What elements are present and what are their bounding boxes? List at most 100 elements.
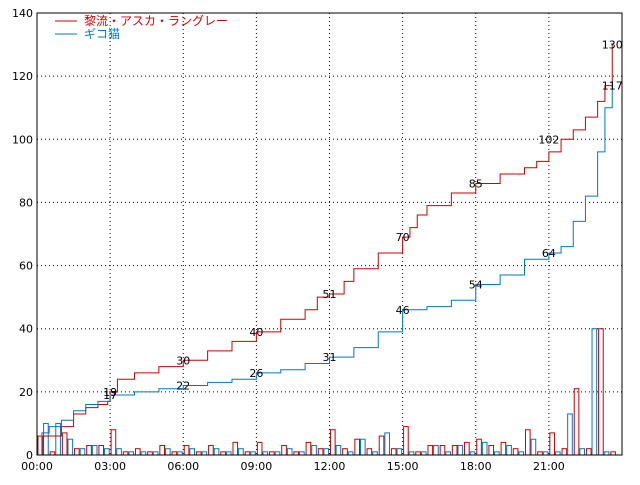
bar-series-0 <box>598 328 604 456</box>
bar-series-0 <box>451 445 458 456</box>
x-tick-label: 15:00 <box>387 460 419 473</box>
bar-series-1 <box>67 438 74 456</box>
bar-series-0 <box>524 429 531 456</box>
x-tick-label: 18:00 <box>460 460 492 473</box>
bar-series-0 <box>183 445 190 456</box>
bar-series-0 <box>256 441 263 456</box>
bar-series-0 <box>561 448 568 456</box>
bar-series-1 <box>335 445 342 456</box>
y-tick-label: 80 <box>19 196 33 209</box>
bar-series-1 <box>116 448 122 456</box>
bar-series-0 <box>476 438 482 456</box>
bar-series-1 <box>164 448 171 456</box>
y-tick-label: 20 <box>19 386 33 399</box>
bar-series-0 <box>549 432 555 456</box>
axes: 0 20 40 60 80 100 120 140 00:00 03:00 06:00 09:00 12… <box>12 7 623 473</box>
bar-series-0 <box>378 435 385 456</box>
bar-series-0 <box>512 448 519 456</box>
point-label: 17 <box>103 389 117 402</box>
bar-series-1 <box>530 438 537 456</box>
bar-series-0 <box>342 448 348 456</box>
point-labels: 19 30 40 51 70 85 102 130 17 22 26 31 46 54 64 117 <box>103 39 623 402</box>
x-tick-label: 06:00 <box>167 460 199 473</box>
point-label: 64 <box>542 247 556 260</box>
bar-series-1 <box>384 432 390 456</box>
histogram-bars <box>37 328 616 456</box>
bar-series-1 <box>91 445 98 456</box>
bar-series-1 <box>238 448 244 456</box>
bar-series-0 <box>329 429 336 456</box>
bar-series-1 <box>286 448 293 456</box>
bar-series-0 <box>159 445 165 456</box>
point-label: 40 <box>249 326 263 339</box>
bar-series-0 <box>134 448 141 456</box>
y-tick-label: 60 <box>19 260 33 273</box>
y-tick-label: 140 <box>12 7 33 20</box>
bar-series-0 <box>488 445 495 456</box>
bar-series-0 <box>366 448 373 456</box>
bar-series-0 <box>208 445 214 456</box>
bar-series-0 <box>305 441 312 456</box>
point-label: 85 <box>469 177 483 190</box>
legend-label-series-0: 黎流・アスカ・ラングレー <box>84 14 228 28</box>
y-tick-label: 40 <box>19 323 33 336</box>
bar-series-0 <box>427 445 434 456</box>
bar-series-1 <box>55 422 61 456</box>
legend: 黎流・アスカ・ラングレー ギコ猫 <box>55 14 228 41</box>
bar-series-0 <box>354 438 360 456</box>
bar-series-1 <box>433 445 439 456</box>
point-label: 102 <box>538 133 559 146</box>
y-tick-label: 0 <box>26 449 33 462</box>
series-line-1 <box>37 85 613 456</box>
bar-series-0 <box>439 445 446 456</box>
bar-series-1 <box>579 448 585 456</box>
bar-series-0 <box>585 448 592 456</box>
bar-series-0 <box>74 448 80 456</box>
bar-series-0 <box>573 388 580 456</box>
bar-series-1 <box>591 328 598 456</box>
point-label: 70 <box>396 231 410 244</box>
x-tick-label: 21:00 <box>533 460 565 473</box>
point-label: 54 <box>469 279 483 292</box>
bar-series-0 <box>86 445 92 456</box>
bar-series-1 <box>79 448 86 456</box>
bar-series-0 <box>464 441 470 456</box>
series-line-0 <box>37 44 613 456</box>
y-tick-label: 100 <box>12 133 33 146</box>
bar-series-0 <box>403 426 409 456</box>
grid <box>37 13 622 455</box>
bar-series-1 <box>104 448 110 456</box>
x-tick-label: 03:00 <box>94 460 126 473</box>
point-label: 31 <box>323 351 337 364</box>
legend-label-series-1: ギコ猫 <box>84 27 120 41</box>
bar-series-1 <box>213 448 220 456</box>
bar-series-1 <box>396 448 403 456</box>
bar-series-1 <box>506 445 512 456</box>
y-tick-label: 120 <box>12 70 33 83</box>
bar-series-1 <box>359 438 366 456</box>
bar-series-0 <box>390 448 397 456</box>
bar-series-0 <box>317 448 324 456</box>
point-label: 51 <box>323 288 337 301</box>
point-label: 117 <box>602 80 623 93</box>
bar-series-1 <box>43 422 49 456</box>
bar-series-1 <box>457 445 464 456</box>
bar-series-0 <box>232 441 239 456</box>
bar-series-0 <box>110 429 117 456</box>
x-tick-label: 12:00 <box>314 460 346 473</box>
x-tick-label: 09:00 <box>241 460 273 473</box>
bar-series-0 <box>500 441 507 456</box>
point-label: 30 <box>176 354 190 367</box>
bar-series-0 <box>61 432 68 456</box>
bar-series-1 <box>481 441 488 456</box>
series-lines <box>37 44 613 456</box>
bar-series-1 <box>567 413 573 456</box>
point-label: 19 <box>103 386 117 399</box>
point-label: 22 <box>176 380 190 393</box>
bar-series-1 <box>189 448 195 456</box>
point-label: 46 <box>396 304 410 317</box>
bar-series-0 <box>98 445 105 456</box>
bar-series-1 <box>323 448 330 456</box>
